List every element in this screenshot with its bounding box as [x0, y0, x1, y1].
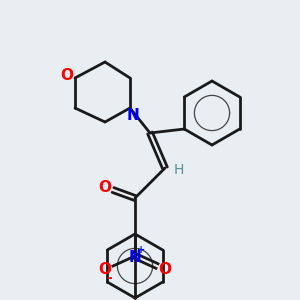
Text: O: O [158, 262, 172, 278]
Text: N: N [127, 109, 140, 124]
Text: H: H [174, 163, 184, 177]
Text: +: + [137, 245, 145, 255]
Text: -: - [106, 271, 112, 285]
Text: N: N [129, 250, 141, 266]
Text: O: O [98, 262, 112, 278]
Text: O: O [61, 68, 74, 83]
Text: O: O [98, 181, 112, 196]
